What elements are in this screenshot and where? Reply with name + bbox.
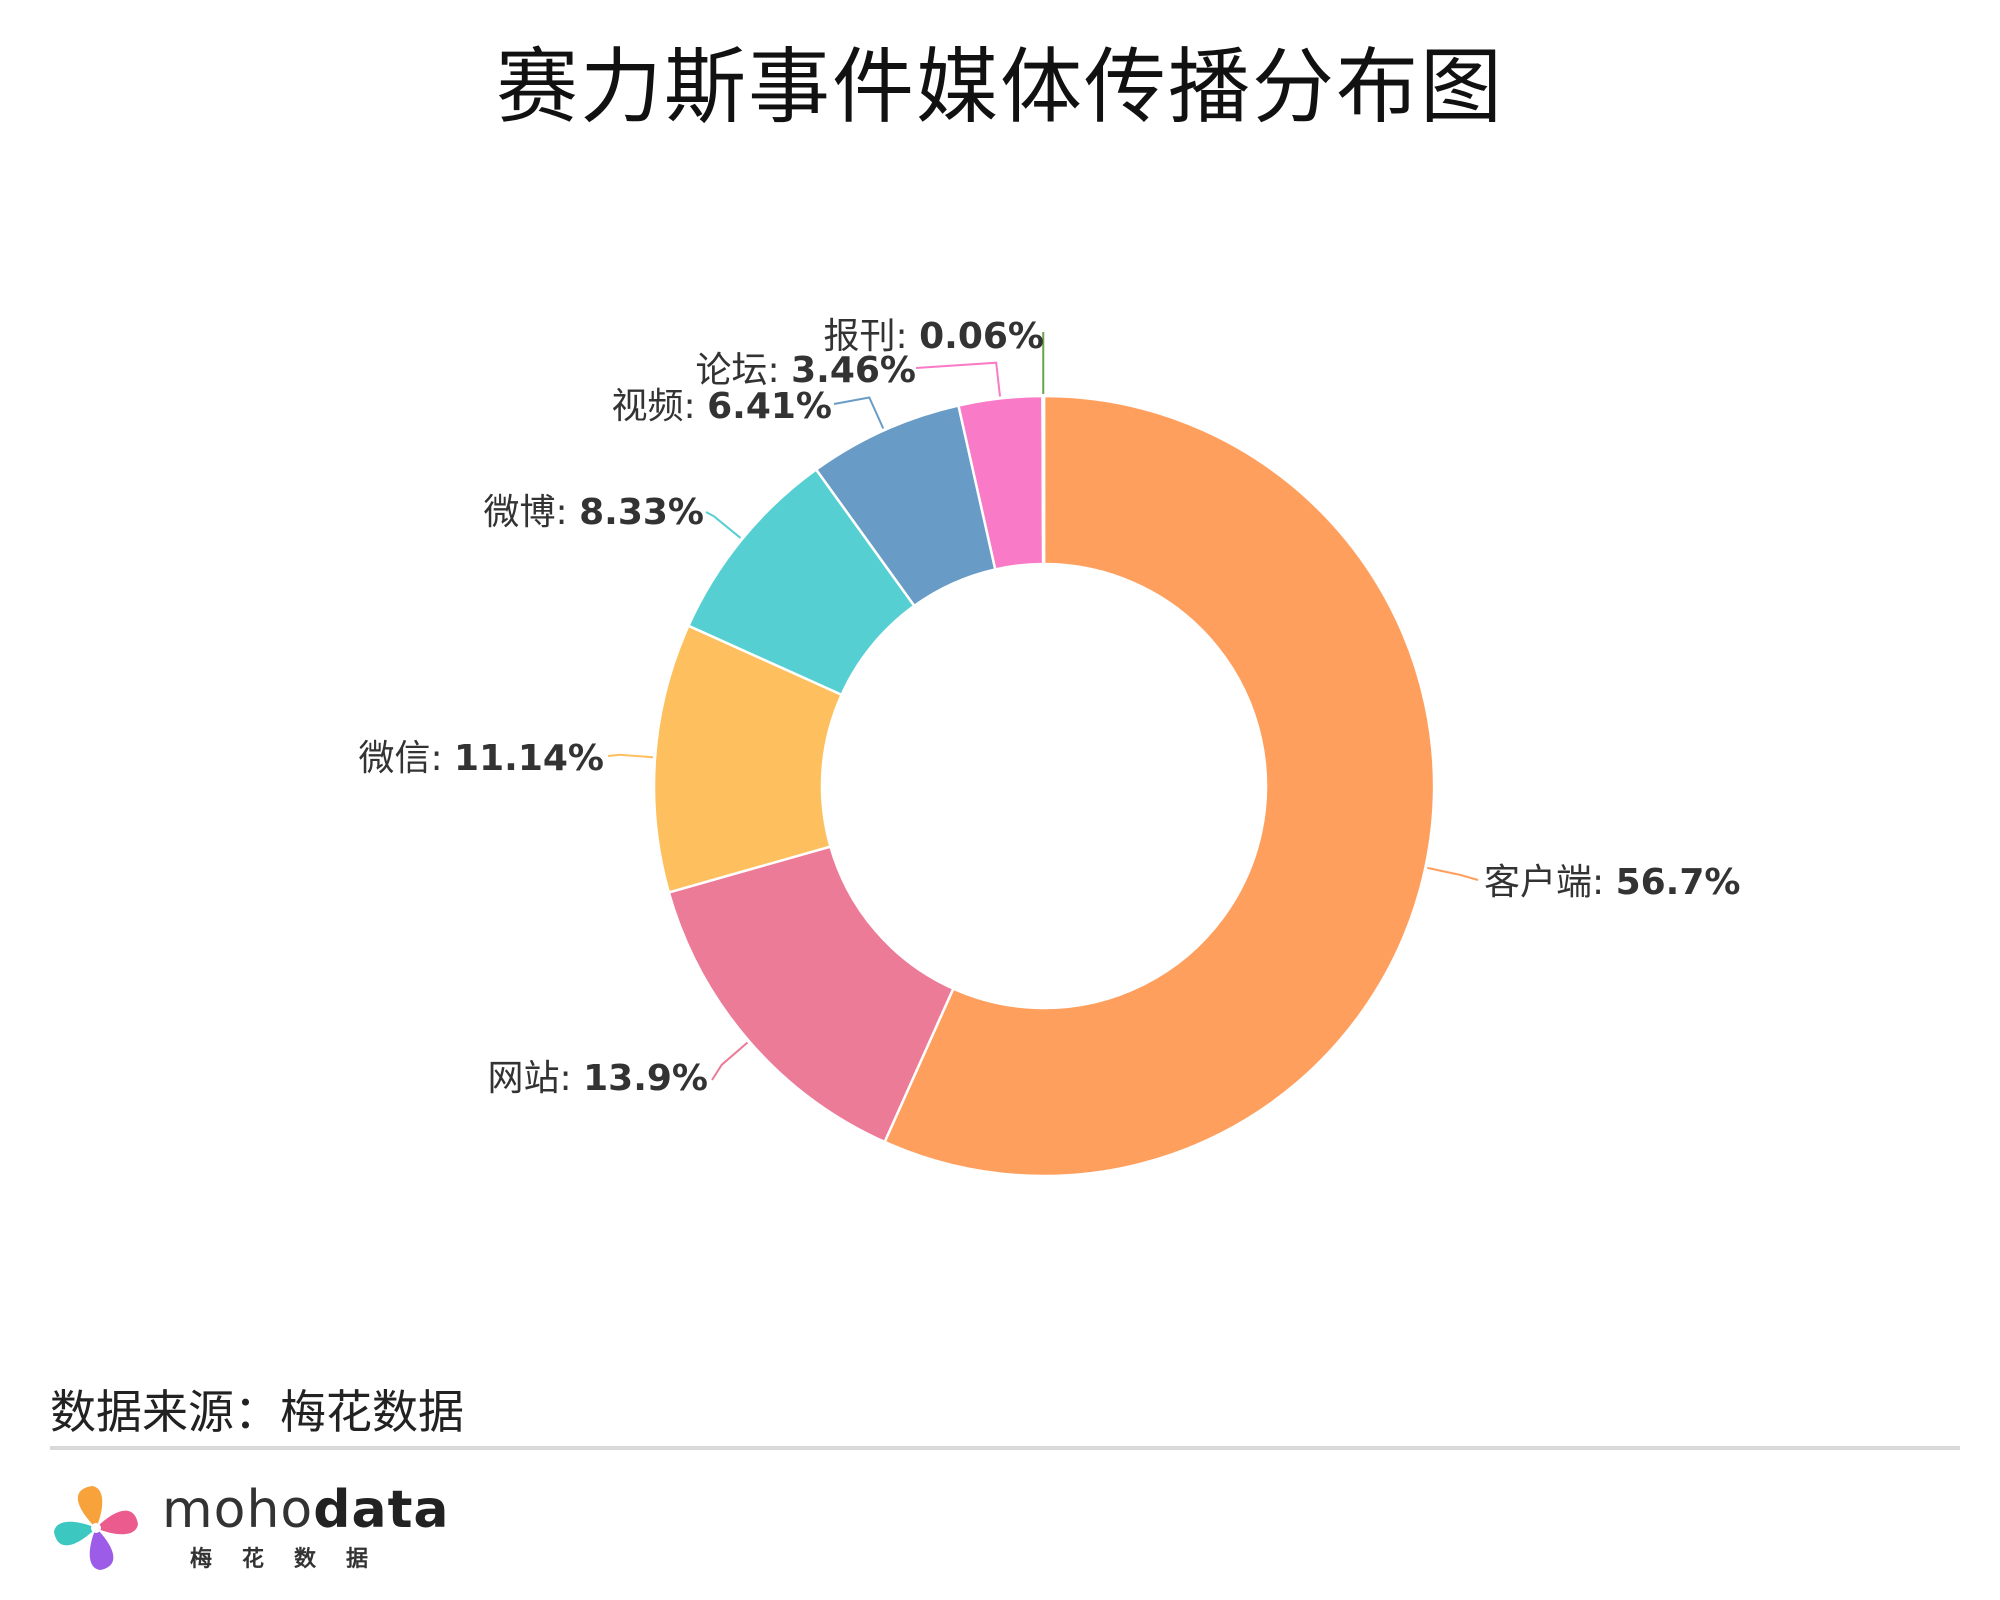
donut-slices — [652, 394, 1436, 1178]
leader-line-0 — [1427, 866, 1479, 881]
slice-label-value: 56.7% — [1616, 862, 1741, 903]
chart-title: 赛力斯事件媒体传播分布图 — [495, 40, 1504, 135]
slice-label-name: 论坛: — [696, 350, 792, 391]
donut-slice-1 — [667, 845, 955, 1144]
slice-label-value: 11.14% — [454, 738, 604, 779]
slice-label-value: 8.33% — [579, 492, 704, 533]
slice-label-3: 微博: 8.33% — [484, 492, 704, 533]
slice-label-value: 0.06% — [919, 316, 1044, 357]
leader-line-5 — [915, 361, 1001, 397]
donut-slice-6 — [1041, 394, 1046, 566]
slice-label-value: 6.41% — [707, 386, 832, 427]
label-leader-lines — [607, 332, 1479, 1081]
slice-label-name: 客户端: — [1484, 862, 1616, 903]
slice-label-name: 微信: — [358, 738, 454, 779]
leader-line-3 — [705, 511, 742, 539]
brand-wordmark: mohodata — [162, 1480, 450, 1540]
slice-label-0: 客户端: 56.7% — [1484, 862, 1740, 903]
mohodata-pinwheel-logo-icon — [54, 1486, 138, 1570]
slice-label-6: 报刊: 0.06% — [824, 316, 1044, 357]
brand-wordmark-light: moho — [162, 1480, 314, 1540]
leader-line-1 — [711, 1041, 749, 1081]
slice-label-name: 网站: — [488, 1058, 584, 1099]
leader-line-4 — [833, 396, 885, 429]
slice-label-4: 视频: 6.41% — [612, 386, 832, 427]
data-source-note: 数据来源：梅花数据 — [50, 1385, 464, 1439]
footer-divider — [50, 1446, 1960, 1450]
slice-label-name: 微博: — [484, 492, 580, 533]
slice-label-2: 微信: 11.14% — [358, 738, 604, 779]
brand-subtitle: 梅花数据 — [190, 1547, 399, 1572]
leader-line-2 — [607, 753, 654, 759]
slice-label-name: 报刊: — [824, 316, 920, 357]
slice-label-1: 网站: 13.9% — [488, 1058, 708, 1099]
donut-slice-0 — [882, 394, 1436, 1178]
slice-labels: 客户端: 56.7% 网站: 13.9% 微信: 11.14% 微博: 8.33% 视频… — [358, 316, 1740, 1099]
slice-label-5: 论坛: 3.46% — [696, 350, 916, 391]
slice-label-name: 视频: — [612, 386, 708, 427]
brand-wordmark-bold: data — [313, 1480, 450, 1540]
slice-label-value: 3.46% — [791, 350, 916, 391]
slice-label-value: 13.9% — [583, 1058, 708, 1099]
